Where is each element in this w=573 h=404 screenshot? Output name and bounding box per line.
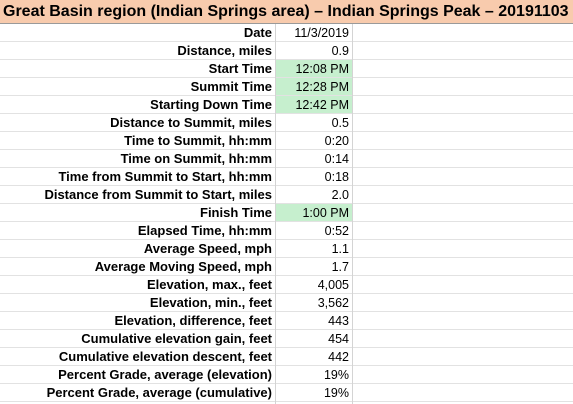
row-label-cell[interactable]: Cumulative elevation descent, feet: [58, 349, 272, 364]
gridline: [0, 59, 573, 60]
row-label-cell[interactable]: Distance from Summit to Start, miles: [44, 187, 272, 202]
gridline: [0, 329, 573, 330]
row-label-cell[interactable]: Time on Summit, hh:mm: [120, 151, 272, 166]
gridline: [0, 95, 573, 96]
table-row: Time to Summit, hh:mm 0:20: [0, 132, 573, 150]
row-value-cell[interactable]: 0.5: [331, 116, 349, 130]
row-label-cell[interactable]: Finish Time: [200, 205, 272, 220]
row-value-cell[interactable]: 442: [328, 350, 349, 364]
table-row: Elevation, min., feet 3,562: [0, 294, 573, 312]
table-row: Cumulative elevation descent, feet 442: [0, 348, 573, 366]
table-row: Summit Time 12:28 PM: [0, 78, 573, 96]
table-row: Finish Time 1:00 PM: [0, 204, 573, 222]
row-label-cell[interactable]: Date: [243, 25, 272, 40]
row-label-cell[interactable]: Starting Down Time: [150, 97, 272, 112]
row-label-cell[interactable]: Percent Grade, average (cumulative): [46, 385, 272, 400]
table-row: Elevation, difference, feet 443: [0, 312, 573, 330]
column-divider: [352, 24, 353, 404]
table-row: Percent Grade, average (cumulative) 19%: [0, 384, 573, 402]
gridline: [0, 275, 573, 276]
row-label-cell[interactable]: Distance to Summit, miles: [110, 115, 272, 130]
row-value-cell[interactable]: 12:28 PM: [275, 78, 352, 96]
table-row: Distance, miles 0.9: [0, 42, 573, 60]
row-label-cell[interactable]: Elevation, difference, feet: [114, 313, 273, 328]
row-value-cell[interactable]: 1:00 PM: [275, 204, 352, 222]
row-value-cell[interactable]: 0.9: [331, 44, 349, 58]
gridline: [0, 293, 573, 294]
gridline: [0, 365, 573, 366]
row-value-cell[interactable]: 454: [328, 332, 349, 346]
row-value-cell[interactable]: 0:14: [324, 152, 349, 166]
gridline: [0, 257, 573, 258]
row-label-cell[interactable]: Average Moving Speed, mph: [94, 259, 272, 274]
row-value-cell[interactable]: 19%: [323, 368, 349, 382]
table-row: Distance from Summit to Start, miles 2.0: [0, 186, 573, 204]
row-value-cell[interactable]: 12:42 PM: [275, 96, 352, 114]
gridline: [0, 149, 573, 150]
row-value-cell[interactable]: 1.1: [331, 242, 349, 256]
row-label-cell[interactable]: Elevation, min., feet: [149, 295, 272, 310]
row-value-cell[interactable]: 11/3/2019: [294, 26, 349, 40]
column-divider: [275, 24, 276, 404]
gridline: [0, 239, 573, 240]
table-row: Time on Summit, hh:mm 0:14: [0, 150, 573, 168]
gridline: [0, 401, 573, 402]
gridline: [0, 221, 573, 222]
gridline: [0, 131, 573, 132]
row-label-cell[interactable]: Time from Summit to Start, hh:mm: [58, 169, 272, 184]
row-label-cell[interactable]: Percent Grade, average (elevation): [58, 367, 272, 382]
table-row: Date 11/3/2019: [0, 24, 573, 42]
sheet-title-cell[interactable]: Great Basin region (Indian Springs area)…: [0, 0, 573, 24]
table-row: Distance to Summit, miles 0.5: [0, 114, 573, 132]
row-label-cell[interactable]: Cumulative elevation gain, feet: [81, 331, 272, 346]
gridline: [0, 41, 573, 42]
row-value-cell[interactable]: 443: [328, 314, 349, 328]
row-label-cell[interactable]: Summit Time: [190, 79, 272, 94]
row-value-cell[interactable]: 4,005: [317, 278, 349, 292]
row-label-cell[interactable]: Average Speed, mph: [143, 241, 272, 256]
gridline: [0, 185, 573, 186]
gridline: [0, 311, 573, 312]
table-row: Elevation, max., feet 4,005: [0, 276, 573, 294]
gridline: [0, 77, 573, 78]
table-row: Average Moving Speed, mph 1.7: [0, 258, 573, 276]
gridline: [0, 113, 573, 114]
row-value-cell[interactable]: 12:08 PM: [275, 60, 352, 78]
table-row: Time from Summit to Start, hh:mm 0:18: [0, 168, 573, 186]
row-value-cell[interactable]: 19%: [323, 386, 349, 400]
table-row: Average Speed, mph 1.1: [0, 240, 573, 258]
table-row: Elapsed Time, hh:mm 0:52: [0, 222, 573, 240]
gridline: [0, 347, 573, 348]
row-value-cell[interactable]: 0:18: [324, 170, 349, 184]
table-row: Cumulative elevation gain, feet 454: [0, 330, 573, 348]
row-value-cell[interactable]: 0:52: [324, 224, 349, 238]
table-row: Starting Down Time 12:42 PM: [0, 96, 573, 114]
gridline: [0, 167, 573, 168]
gridline: [0, 383, 573, 384]
row-label-cell[interactable]: Elevation, max., feet: [147, 277, 272, 292]
row-value-cell[interactable]: 1.7: [331, 260, 349, 274]
row-value-cell[interactable]: 3,562: [317, 296, 349, 310]
gridline: [0, 203, 573, 204]
row-label-cell[interactable]: Elapsed Time, hh:mm: [137, 223, 272, 238]
row-label-cell[interactable]: Distance, miles: [177, 43, 272, 58]
row-label-cell[interactable]: Start Time: [208, 61, 272, 76]
table-row: Start Time 12:08 PM: [0, 60, 573, 78]
row-label-cell[interactable]: Time to Summit, hh:mm: [124, 133, 272, 148]
table-row: Percent Grade, average (elevation) 19%: [0, 366, 573, 384]
row-value-cell[interactable]: 0:20: [324, 134, 349, 148]
row-value-cell[interactable]: 2.0: [331, 188, 349, 202]
